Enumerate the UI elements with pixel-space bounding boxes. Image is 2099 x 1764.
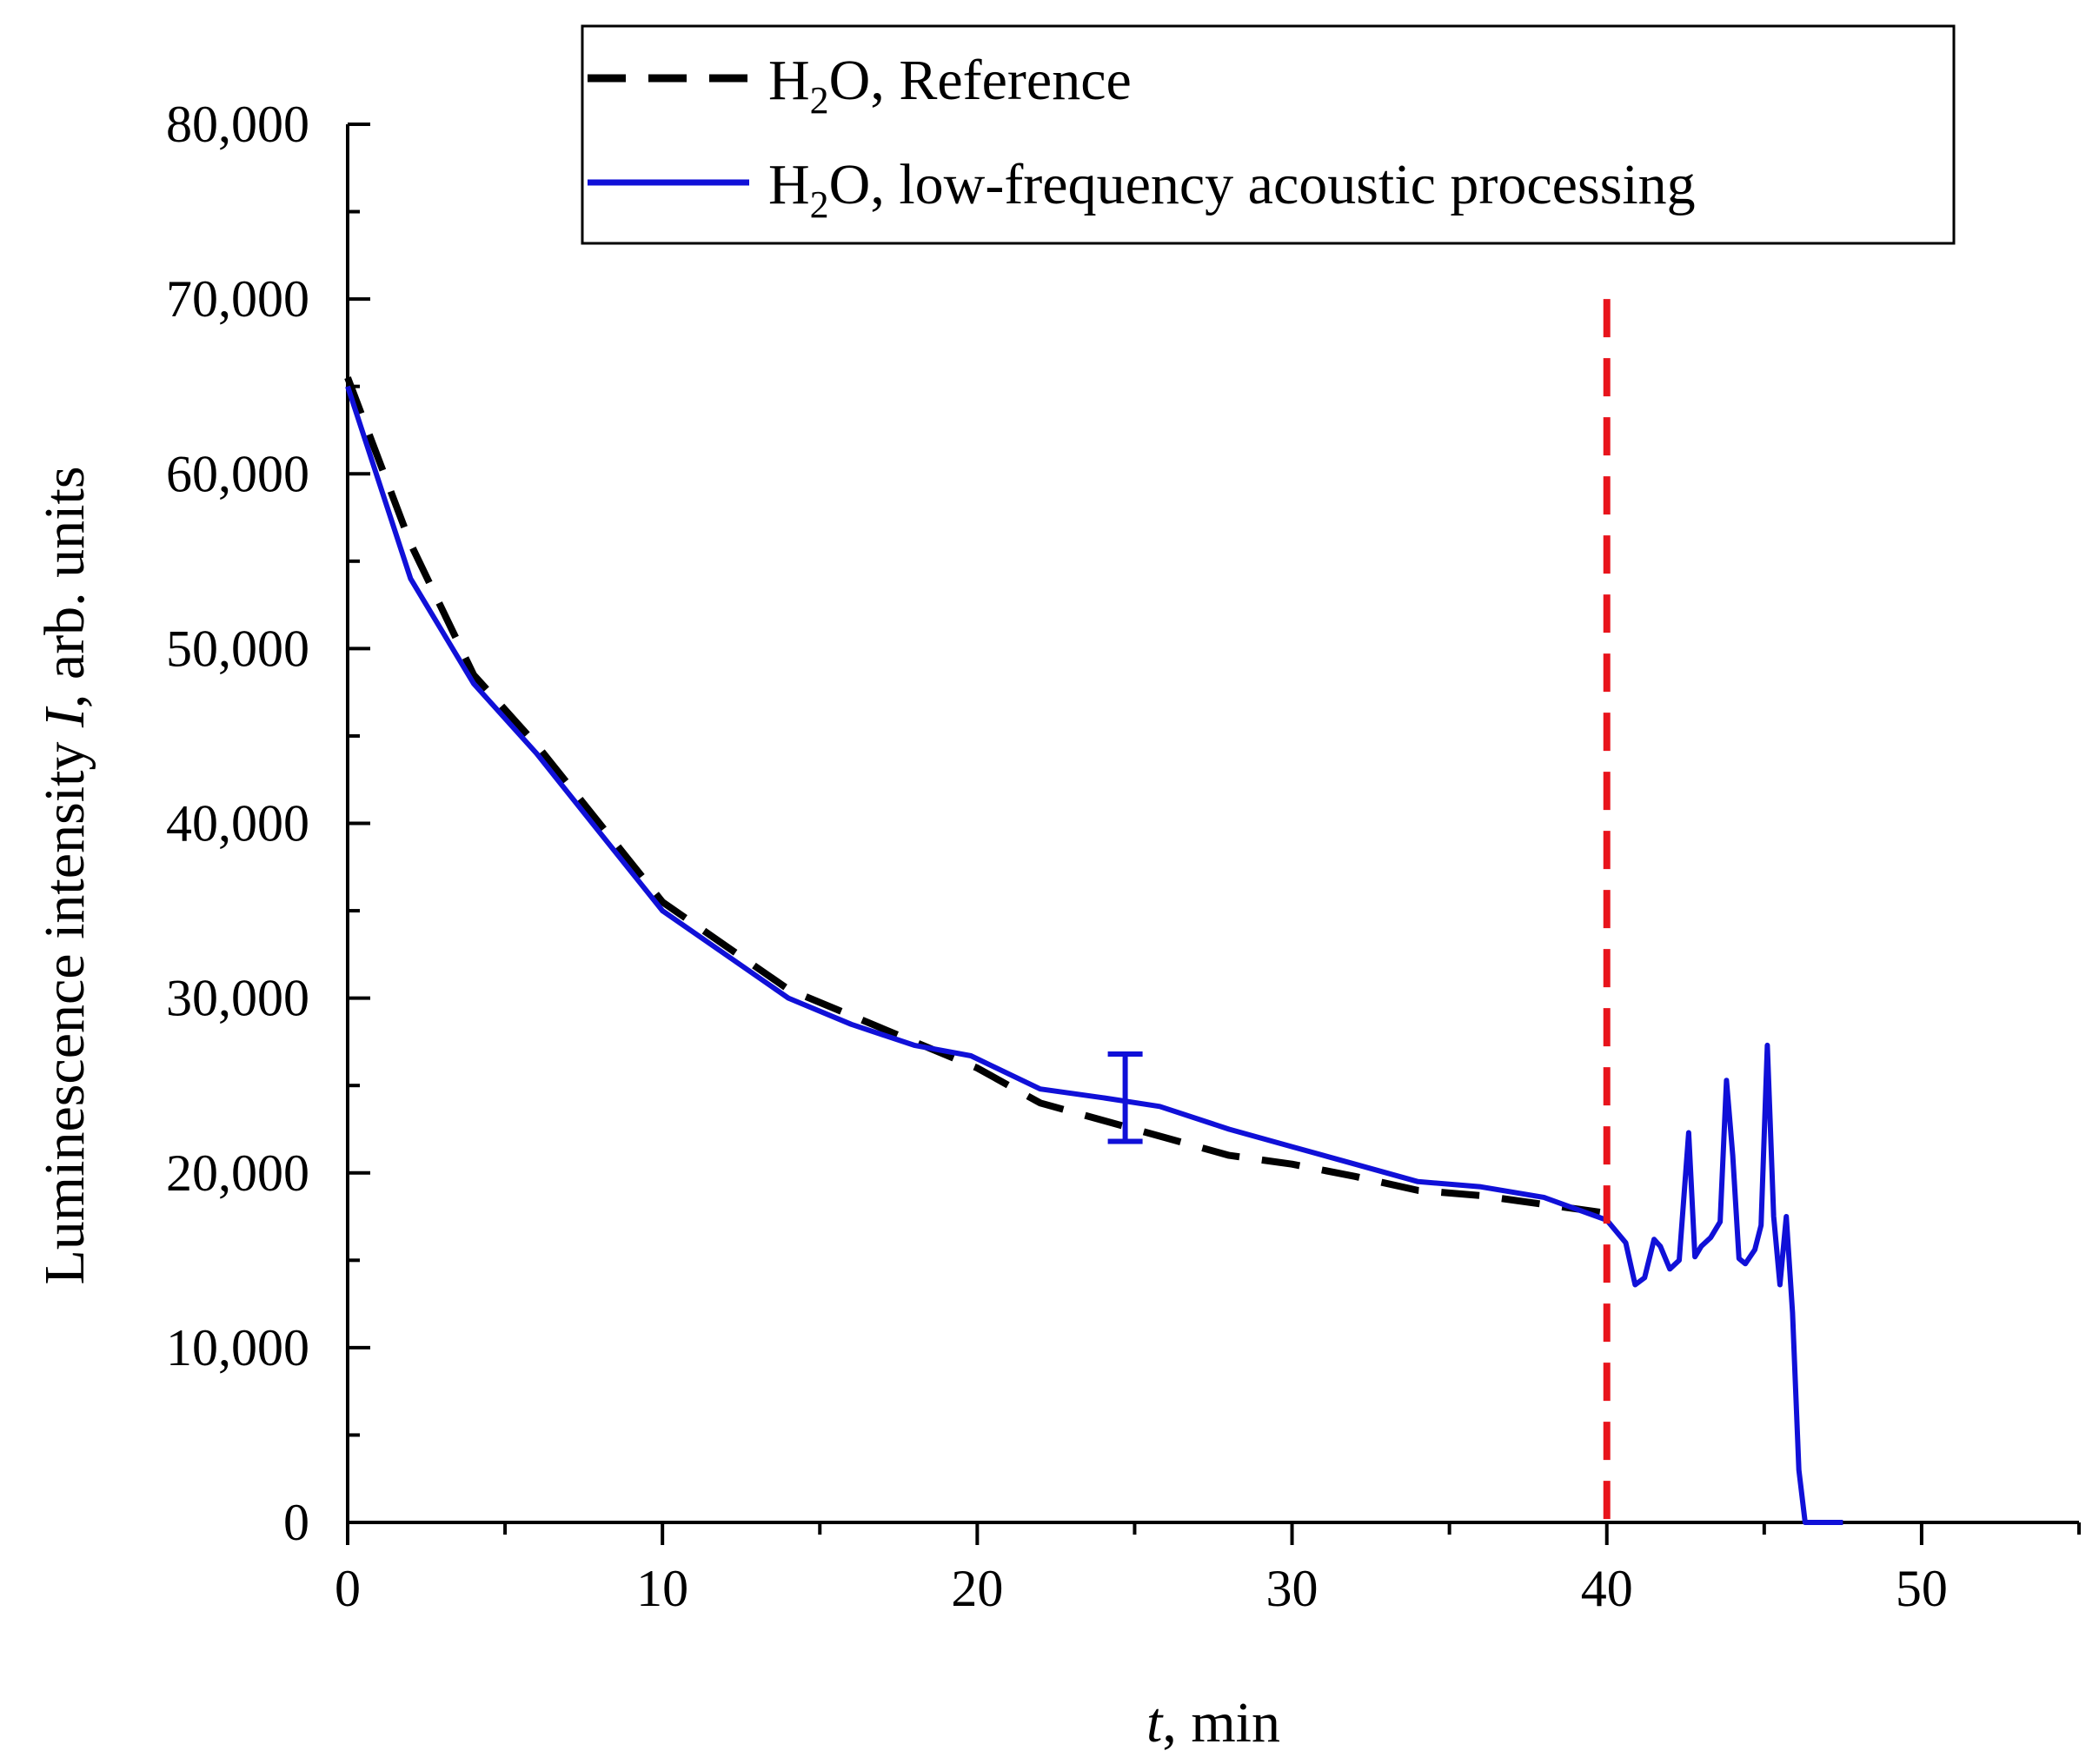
y-tick-label: 20,000 [166,1144,309,1202]
legend-label-part: O, low-frequency acoustic processing [829,153,1696,216]
legend-label-part: H [768,153,810,216]
y-tick-label: 40,000 [166,795,309,852]
legend-label-subscript: 2 [810,183,829,226]
x-axis-title-unit: , min [1162,1691,1280,1754]
legend-box [581,24,1956,245]
y-tick-label: 30,000 [166,970,309,1027]
axes [346,124,2079,1524]
legend-label-part: O, Reference [829,49,1132,112]
series-line-acoustic [345,385,1843,1525]
plot-area [344,299,1843,1525]
x-tick-label: 40 [1581,1560,1633,1617]
y-tick-label: 0 [283,1494,309,1551]
legend-label-reference: H2O, Reference [768,49,1132,122]
y-axis-title-pre: Luminescence intensity [33,727,96,1284]
y-tick-label: 70,000 [166,270,309,328]
x-tick-label: 30 [1266,1560,1319,1617]
x-tick-label: 50 [1896,1560,1948,1617]
x-tick-label: 10 [636,1560,688,1617]
y-axis-title-post: , arb. units [33,466,96,708]
ticks: 0 10,000 20,000 30,000 40,000 50,000 60,000 70,… [166,96,2081,1617]
y-tick-label: 50,000 [166,620,309,677]
x-axis-title: t, min [1146,1691,1280,1754]
legend-label-acoustic: H2O, low-frequency acoustic processing [768,153,1696,226]
y-tick-label: 10,000 [166,1319,309,1376]
x-tick-label: 20 [951,1560,1003,1617]
y-axis-title: Luminescence intensity I, arb. units [33,466,96,1284]
series-line-reference [344,376,1608,1217]
axis-labels: t, min Luminescence intensity I, arb. uni… [33,466,1280,1754]
legend-label-subscript: 2 [810,79,829,122]
x-axis-title-var: t [1146,1691,1164,1754]
legend-label-part: H [768,49,810,112]
y-tick-label: 80,000 [166,96,309,153]
x-tick-label: 0 [335,1560,361,1617]
y-tick-label: 60,000 [166,445,309,502]
y-axis-title-var: I [33,706,96,728]
